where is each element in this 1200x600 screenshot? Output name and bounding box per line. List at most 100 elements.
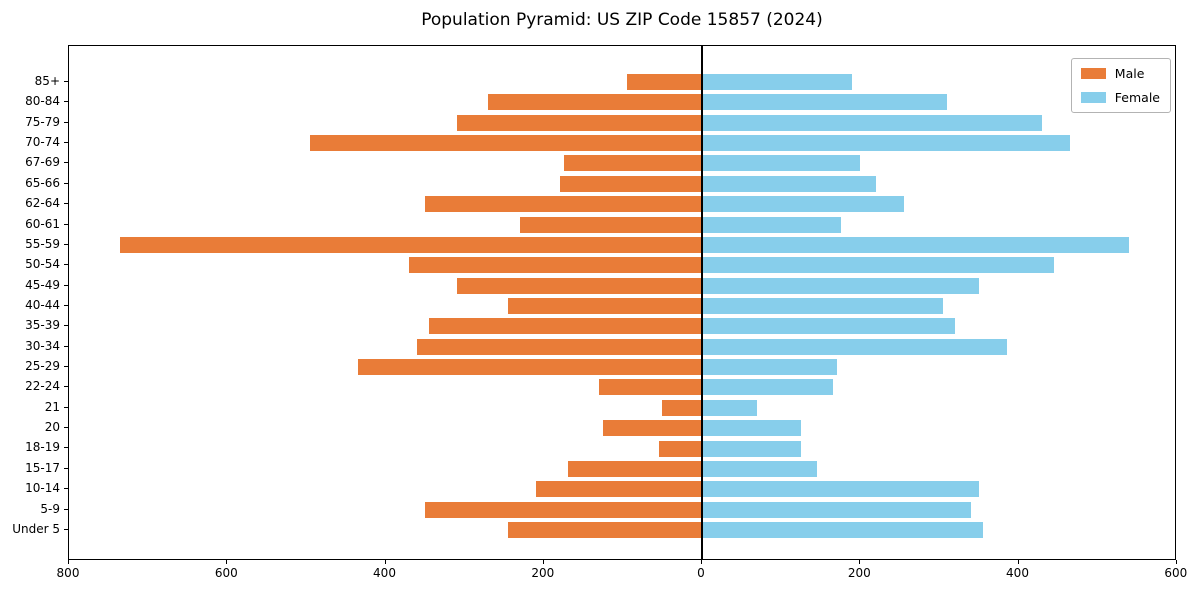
y-tick-label-22-24: 22-24 bbox=[25, 379, 60, 394]
x-tick-mark bbox=[1017, 560, 1019, 564]
legend: Male Female bbox=[1070, 58, 1171, 113]
bar-female-80-84 bbox=[702, 94, 948, 111]
bar-female-25-29 bbox=[702, 359, 837, 375]
y-tick-label-20: 20 bbox=[44, 420, 60, 435]
y-tick-mark bbox=[64, 81, 68, 82]
bar-male-45-49 bbox=[456, 277, 702, 294]
y-tick-label-25-29: 25-29 bbox=[25, 359, 60, 374]
x-tick-label-600-1: 600 bbox=[214, 566, 238, 580]
y-tick-mark bbox=[64, 142, 68, 144]
y-tick-label-67-69: 67-69 bbox=[25, 155, 60, 170]
y-tick-mark bbox=[64, 223, 68, 225]
bar-female-55-59 bbox=[702, 236, 1130, 253]
x-tick-label-400-6: 400 bbox=[1006, 566, 1029, 580]
y-tick-label-under-5: Under 5 bbox=[12, 521, 60, 536]
female-legend-label: Female bbox=[1114, 90, 1160, 105]
bar-female-85- bbox=[702, 74, 853, 90]
bar-female-18-19 bbox=[702, 440, 801, 457]
y-tick-label-45-49: 45-49 bbox=[25, 277, 60, 292]
bar-female-60-61 bbox=[702, 216, 841, 233]
y-tick-mark bbox=[64, 406, 68, 408]
y-tick-mark bbox=[64, 325, 68, 327]
bar-male-75-79 bbox=[456, 114, 702, 131]
bar-male-35-39 bbox=[429, 318, 702, 335]
y-tick-mark bbox=[64, 366, 68, 368]
bar-female-65-66 bbox=[702, 175, 877, 192]
x-tick-label-400-2: 400 bbox=[373, 566, 396, 580]
y-tick-mark bbox=[64, 386, 68, 388]
bar-female-50-54 bbox=[702, 257, 1055, 274]
x-tick-label-200-5: 200 bbox=[847, 566, 871, 580]
chart-title: Population Pyramid: US ZIP Code 15857 (2… bbox=[421, 10, 823, 30]
legend-row-male: Male bbox=[1080, 66, 1160, 81]
bar-male-62-64 bbox=[425, 196, 702, 213]
bar-male-67-69 bbox=[563, 155, 702, 172]
y-tick-label-40-44: 40-44 bbox=[25, 297, 60, 312]
bar-male-30-34 bbox=[417, 338, 702, 355]
y-tick-label-62-64: 62-64 bbox=[25, 196, 60, 211]
x-tick-mark bbox=[1175, 560, 1177, 564]
y-tick-label-18-19: 18-19 bbox=[25, 440, 60, 455]
bar-male-18-19 bbox=[658, 440, 702, 457]
bar-male-15-17 bbox=[567, 460, 702, 477]
y-tick-mark bbox=[64, 447, 68, 449]
bar-female-15-17 bbox=[702, 460, 817, 477]
x-tick-label-0-4: 0 bbox=[697, 566, 705, 580]
y-tick-label-10-14: 10-14 bbox=[25, 481, 60, 496]
bar-female-22-24 bbox=[702, 379, 833, 396]
bar-male-80-84 bbox=[488, 94, 702, 111]
y-tick-label-65-66: 65-66 bbox=[25, 175, 60, 190]
bar-female-75-79 bbox=[702, 114, 1043, 131]
y-tick-label-5-9: 5-9 bbox=[40, 501, 60, 516]
x-tick-label-800-0: 800 bbox=[56, 566, 80, 580]
bar-female-45-49 bbox=[702, 277, 979, 294]
bar-male-40-44 bbox=[508, 298, 702, 314]
bar-male-65-66 bbox=[559, 175, 702, 192]
y-tick-mark bbox=[64, 528, 68, 530]
x-tick-label-600-7: 600 bbox=[1164, 566, 1188, 580]
bar-female-21 bbox=[702, 399, 758, 416]
y-tick-mark bbox=[64, 488, 68, 490]
legend-row-female: Female bbox=[1080, 90, 1160, 105]
bar-male-20 bbox=[603, 420, 702, 437]
y-tick-mark bbox=[64, 345, 68, 347]
y-tick-mark bbox=[64, 284, 68, 286]
y-tick-mark bbox=[64, 243, 68, 245]
y-tick-mark bbox=[64, 101, 68, 103]
bar-male-5-9 bbox=[425, 501, 702, 518]
bar-female-10-14 bbox=[702, 481, 979, 498]
bar-male-55-59 bbox=[120, 236, 702, 253]
y-tick-label-50-54: 50-54 bbox=[25, 257, 60, 272]
y-tick-label-70-74: 70-74 bbox=[25, 135, 60, 150]
bar-female-62-64 bbox=[702, 196, 904, 213]
bar-female-20 bbox=[702, 420, 801, 437]
y-tick-label-35-39: 35-39 bbox=[25, 318, 60, 333]
zero-axis-line bbox=[701, 46, 703, 559]
x-tick-mark bbox=[68, 560, 69, 564]
bar-male-under-5 bbox=[508, 521, 702, 538]
y-tick-label-30-34: 30-34 bbox=[25, 338, 60, 353]
y-tick-label-85-: 85+ bbox=[34, 74, 60, 88]
bar-female-under-5 bbox=[702, 521, 983, 538]
bar-male-60-61 bbox=[520, 216, 702, 233]
bar-female-70-74 bbox=[702, 135, 1070, 152]
bar-female-5-9 bbox=[702, 501, 971, 518]
x-tick-mark bbox=[384, 560, 386, 564]
y-tick-label-15-17: 15-17 bbox=[25, 460, 60, 475]
y-tick-mark bbox=[64, 427, 68, 429]
bar-male-25-29 bbox=[357, 359, 702, 375]
y-tick-label-21: 21 bbox=[44, 399, 60, 414]
y-tick-mark bbox=[64, 264, 68, 266]
bar-female-35-39 bbox=[702, 318, 956, 335]
plot-area: Male Female bbox=[68, 45, 1176, 560]
x-tick-mark bbox=[542, 560, 544, 564]
y-tick-mark bbox=[64, 304, 68, 306]
male-legend-swatch-icon bbox=[1080, 68, 1106, 79]
female-legend-swatch-icon bbox=[1080, 92, 1106, 103]
y-tick-mark bbox=[64, 121, 68, 123]
bar-male-70-74 bbox=[310, 135, 702, 152]
bar-female-40-44 bbox=[702, 298, 944, 314]
y-tick-mark bbox=[64, 467, 68, 469]
y-tick-label-60-61: 60-61 bbox=[25, 216, 60, 231]
